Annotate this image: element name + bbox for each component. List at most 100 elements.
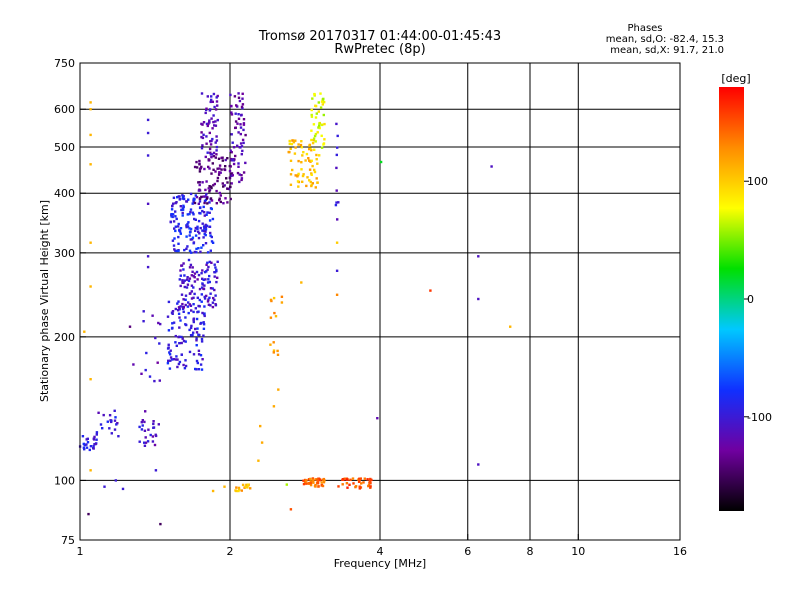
data-point: [317, 126, 320, 129]
data-point: [200, 293, 203, 296]
data-point: [101, 427, 104, 430]
data-point: [128, 325, 132, 328]
data-point: [358, 477, 361, 480]
data-point: [179, 274, 182, 277]
data-point: [146, 202, 150, 205]
data-point: [312, 137, 316, 140]
data-point: [192, 200, 195, 203]
data-point: [146, 131, 150, 135]
data-point: [202, 205, 205, 209]
data-point: [110, 432, 113, 435]
data-point: [205, 193, 208, 196]
data-point: [304, 159, 307, 162]
data-point: [235, 104, 238, 107]
data-point: [103, 485, 106, 488]
data-point: [188, 277, 192, 280]
data-point: [192, 213, 195, 216]
data-point: [216, 118, 219, 122]
data-point: [195, 195, 199, 199]
data-point: [307, 481, 310, 485]
y-tick-label: 200: [54, 331, 75, 344]
data-point: [239, 146, 242, 149]
data-point: [197, 273, 201, 277]
data-point: [188, 231, 192, 234]
data-point: [178, 197, 182, 201]
data-point: [89, 285, 92, 288]
data-point: [214, 141, 217, 144]
data-point: [204, 111, 207, 115]
data-point: [181, 211, 184, 215]
data-point: [216, 260, 219, 263]
data-point: [312, 478, 315, 481]
data-point: [192, 242, 195, 245]
y-tick-label: 75: [61, 534, 75, 547]
data-point: [197, 247, 200, 250]
data-point: [215, 100, 219, 103]
data-point: [213, 182, 216, 186]
data-point: [145, 351, 148, 355]
data-point: [241, 97, 244, 100]
data-point: [294, 174, 297, 177]
data-point: [301, 180, 304, 183]
data-point: [242, 123, 246, 126]
data-point: [177, 312, 181, 315]
data-point: [204, 278, 207, 281]
data-point: [335, 153, 338, 157]
data-point: [195, 331, 199, 334]
data-point: [316, 162, 319, 165]
data-point: [218, 171, 221, 174]
data-point: [192, 310, 195, 314]
data-point: [147, 428, 150, 431]
data-point: [192, 286, 195, 289]
data-point: [188, 234, 191, 237]
data-point: [358, 479, 361, 482]
data-point: [291, 139, 294, 142]
data-point: [117, 435, 120, 438]
data-point: [85, 438, 88, 441]
data-point: [234, 112, 237, 115]
colorbar: [719, 87, 744, 511]
data-point: [195, 339, 198, 342]
data-point: [178, 326, 181, 329]
data-point: [351, 477, 355, 480]
data-point: [184, 303, 187, 307]
data-point: [211, 489, 215, 493]
data-point: [174, 334, 177, 338]
data-point: [318, 154, 321, 157]
data-point: [140, 428, 144, 431]
data-point: [188, 350, 192, 354]
data-point: [212, 154, 215, 158]
data-point: [190, 297, 194, 300]
data-point: [354, 485, 357, 489]
data-point: [237, 131, 240, 134]
data-point: [341, 483, 344, 486]
data-point: [211, 305, 215, 309]
data-point: [187, 279, 191, 283]
data-point: [292, 141, 296, 144]
data-point: [174, 210, 177, 213]
data-point: [228, 176, 232, 179]
data-point: [310, 108, 313, 112]
data-point: [315, 112, 318, 115]
data-point: [201, 229, 204, 232]
data-point: [200, 246, 203, 249]
data-point: [171, 204, 174, 207]
data-point: [209, 197, 213, 200]
data-point: [209, 231, 212, 235]
data-point: [199, 250, 202, 253]
data-point: [197, 230, 200, 233]
data-point: [203, 284, 206, 287]
data-point: [144, 368, 147, 372]
data-point: [223, 168, 226, 171]
data-point: [171, 322, 174, 325]
data-point: [244, 161, 247, 165]
data-point: [313, 168, 316, 172]
data-point: [192, 303, 195, 306]
data-point: [194, 229, 197, 232]
data-point: [132, 363, 135, 366]
data-point: [213, 298, 216, 302]
data-point: [184, 364, 188, 368]
data-point: [92, 444, 95, 448]
data-point: [186, 283, 190, 286]
data-point: [203, 295, 206, 299]
